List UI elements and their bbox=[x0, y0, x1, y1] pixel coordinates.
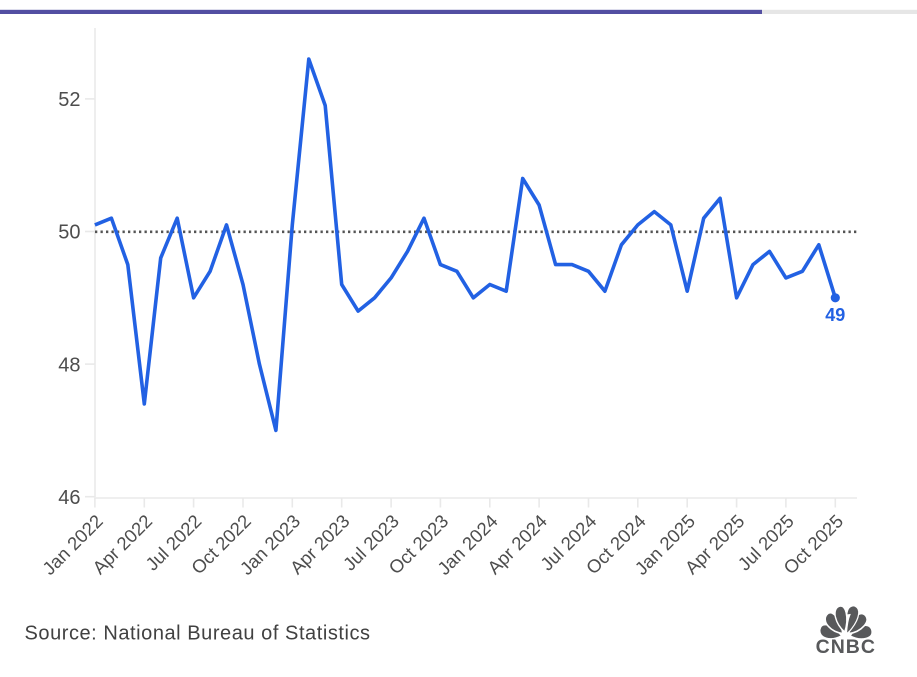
svg-text:50: 50 bbox=[58, 222, 80, 244]
svg-text:CNBC: CNBC bbox=[816, 636, 876, 658]
svg-text:46: 46 bbox=[58, 487, 80, 509]
svg-text:52: 52 bbox=[58, 89, 80, 111]
svg-text:48: 48 bbox=[58, 354, 80, 376]
svg-text:49: 49 bbox=[825, 305, 845, 325]
svg-text:Source: National Bureau of Sta: Source: National Bureau of Statistics bbox=[25, 623, 371, 645]
